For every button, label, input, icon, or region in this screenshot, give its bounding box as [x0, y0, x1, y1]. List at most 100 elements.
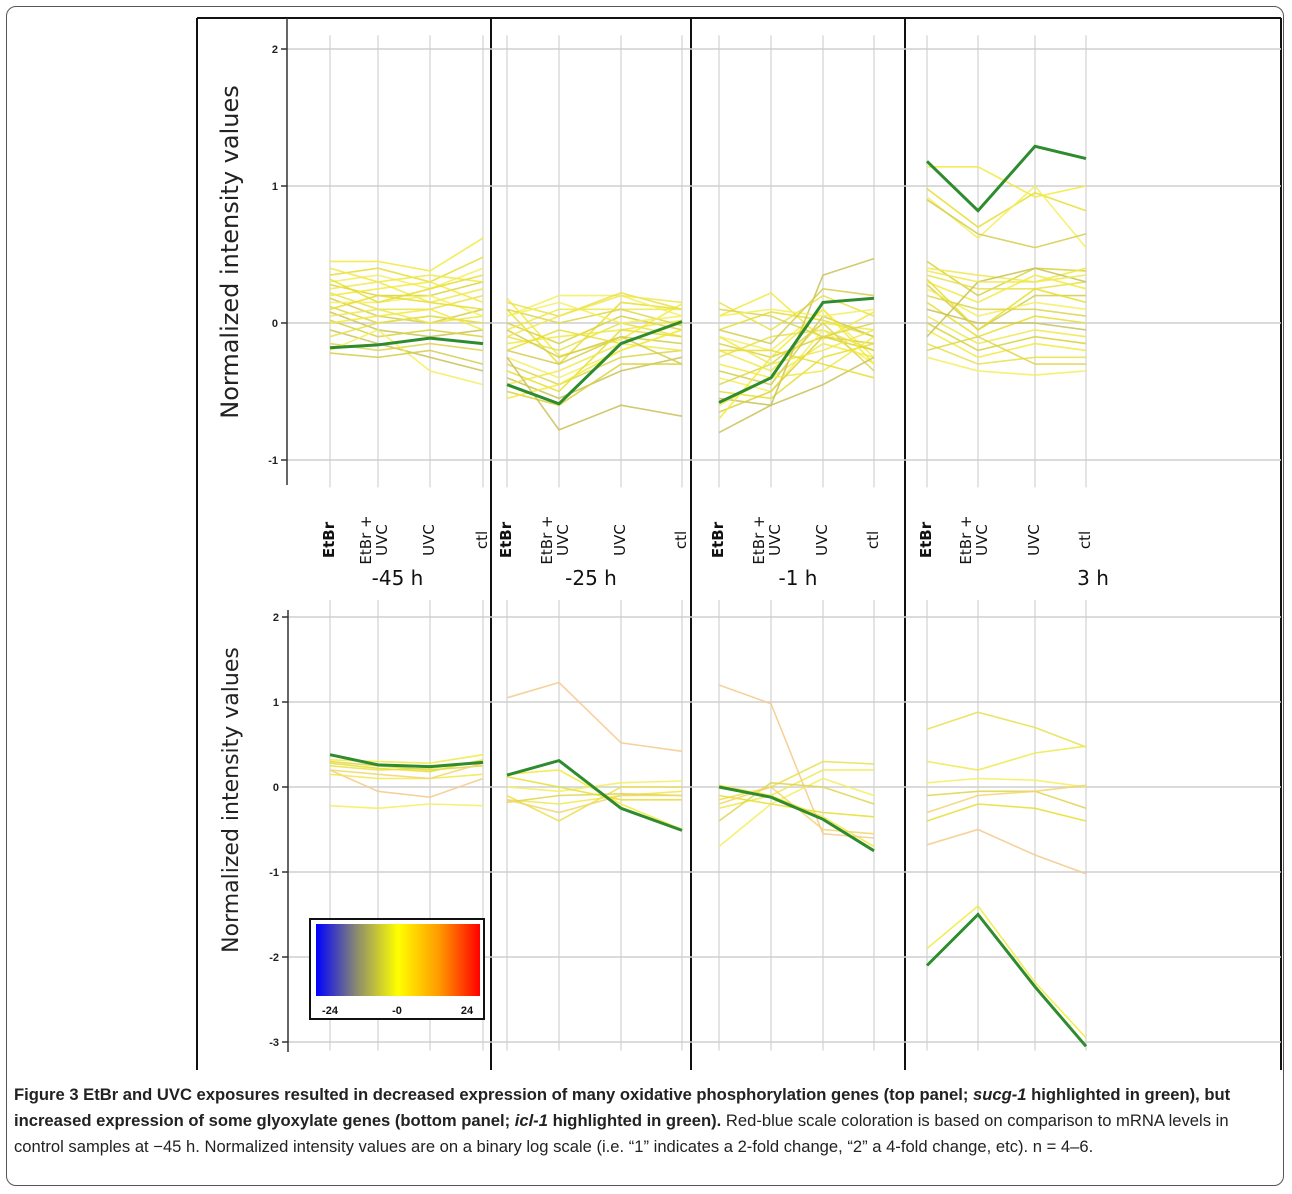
gene-expression-line [329, 349, 484, 365]
timepoint-label: -45 h [372, 566, 424, 590]
gene-expression-line [506, 342, 683, 386]
gene-expression-line [927, 166, 1087, 198]
y-tick-label: -3 [269, 1037, 279, 1049]
gene-expression-line [329, 319, 484, 338]
gene-expression-line [329, 256, 484, 283]
gene-expression-line [329, 328, 484, 386]
gene-expression-line [506, 681, 683, 753]
y-axis-label: Normalized intensity values [216, 85, 244, 418]
gene-expression-line [926, 199, 1087, 249]
gene-expression-line [329, 294, 484, 311]
y-tick-label: -1 [269, 867, 279, 879]
gene-expression-line [926, 278, 1087, 331]
gene-expression-line [926, 904, 1087, 1039]
y-tick-label: 2 [273, 612, 279, 624]
highlighted-gene-line [506, 758, 683, 832]
caption-title-part-2: highlighted in green), but increased exp… [14, 1085, 1231, 1130]
condition-label: UVC [766, 524, 784, 556]
y-tick-label: 1 [273, 697, 279, 709]
gene-expression-line [506, 315, 683, 345]
y-tick-label: 1 [272, 181, 278, 193]
gene-expression-line [926, 745, 1087, 771]
gene-expression-line [329, 760, 484, 771]
gene-expression-line [718, 315, 875, 386]
gene-expression-line [926, 342, 1086, 365]
highlighted-gene-line [506, 320, 683, 406]
condition-label: EtBr + [957, 515, 975, 564]
condition-label: ctl [864, 531, 882, 549]
condition-label: UVC [813, 524, 831, 556]
gene-expression-line [506, 308, 683, 327]
gene-expression-line [718, 287, 875, 345]
gene-expression-line [329, 773, 484, 780]
gene-expression-line [926, 315, 1087, 345]
gene-expression-line [718, 308, 875, 358]
gene-expression-line [926, 711, 1087, 748]
colorscale-legend: -24 -0 24 [309, 918, 485, 1020]
figure-chart: 2 1 0 -1 Normalized intensity values 2 1 0 -1 -2 -… [196, 17, 1282, 1070]
highlighted-gene-line [718, 296, 875, 404]
timepoint-label: 3 h [1077, 566, 1109, 590]
caption-title-part-1: EtBr and UVC exposures resulted in decre… [78, 1085, 973, 1104]
gene-expression-line [506, 349, 683, 386]
gene-expression-line [329, 281, 484, 304]
gene-expression-line [329, 329, 484, 372]
caption-label: Figure 3 [14, 1085, 79, 1104]
highlighted-gene-line [329, 753, 484, 769]
legend-tick-label: -24 [322, 1005, 339, 1017]
legend-tick-label: -0 [392, 1005, 402, 1017]
timepoint-label: -25 h [565, 566, 617, 590]
gene-expression-line [718, 342, 875, 400]
condition-label: UVC [973, 524, 991, 556]
condition-label: UVC [611, 524, 629, 556]
condition-label: ctl [1076, 531, 1094, 549]
panel-top: 2 1 0 -1 Normalized intensity values [216, 18, 1281, 488]
gene-expression-line [329, 803, 484, 810]
gene-expression-line [718, 335, 875, 413]
gene-expression-line [330, 237, 484, 272]
condition-label: UVC [373, 524, 391, 556]
gene-expression-line [329, 292, 484, 311]
y-axis-label: Normalized intensity values [219, 647, 244, 953]
gene-expression-line [506, 776, 682, 801]
condition-label: UVC [420, 524, 438, 556]
condition-label: EtBr [709, 521, 727, 558]
gene-expression-line [718, 308, 875, 420]
gene-expression-line [506, 329, 683, 365]
gene-expression-line [506, 308, 682, 331]
highlighted-gene-line [718, 785, 875, 853]
gene-expression-line [506, 294, 683, 317]
gene-expression-line [329, 267, 484, 283]
gene-expression-line [506, 794, 682, 814]
gene-expression-line [926, 356, 1087, 376]
gene-expression-line [506, 780, 683, 793]
gene-expression-line [718, 308, 875, 317]
gene-expression-line [926, 188, 1087, 229]
figure-frame [6, 6, 1284, 1186]
y-tick-label: -1 [268, 455, 278, 467]
gene-expression-line [926, 828, 1087, 875]
condition-label: UVC [554, 524, 572, 556]
gene-expression-line [926, 274, 1087, 304]
gene-expression-line [506, 363, 682, 407]
gene-expression-line [926, 270, 1087, 283]
gene-expression-line [926, 301, 1087, 338]
gene-expression-line [718, 777, 875, 848]
caption-title-part-3: highlighted in green). [547, 1111, 722, 1130]
y-tick-label: 0 [273, 782, 279, 794]
gene-expression-line [329, 274, 484, 304]
gene-expression-line [926, 777, 1087, 788]
gene-expression-line [926, 784, 1087, 814]
gene-expression-line [718, 781, 875, 822]
gene-expression-line [926, 267, 1087, 338]
condition-label: EtBr + [750, 515, 768, 564]
caption-body: Red-blue scale coloration is based on co… [14, 1111, 1229, 1156]
panel-bottom: 2 1 0 -1 -2 -3 Normalized intensity values [219, 600, 1281, 1052]
gene-expression-line [506, 790, 683, 805]
highlighted-gene-line [925, 912, 1088, 1048]
condition-label: EtBr + [357, 515, 375, 564]
gene-expression-line [329, 281, 484, 304]
gene-expression-line [926, 322, 1087, 352]
gene-expression-line [926, 308, 1087, 331]
gene-expression-line [506, 786, 682, 822]
